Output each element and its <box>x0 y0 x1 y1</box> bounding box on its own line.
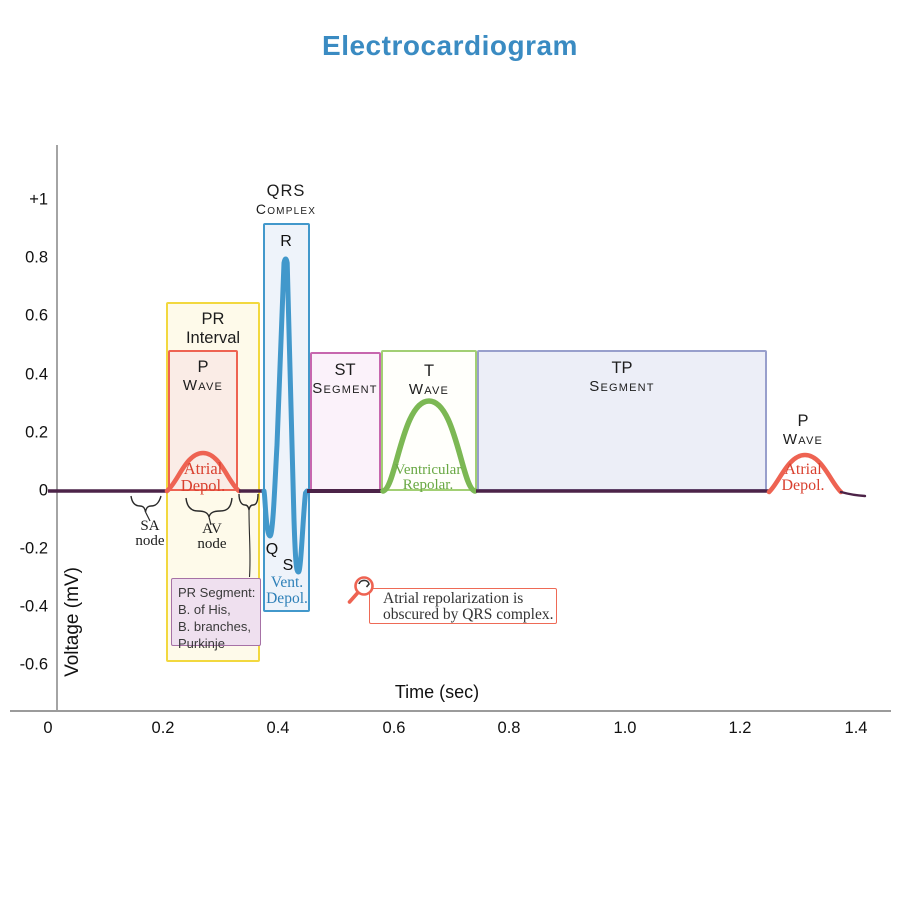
pr-segment-info-text: PR Segment: B. of His, B. branches, Purk… <box>178 585 256 651</box>
x-axis-label: Time (sec) <box>394 682 480 702</box>
p-wave-label: P Wave <box>182 358 224 395</box>
y-tick-neg0.2: -0.2 <box>19 539 48 558</box>
vent-depol-label: Vent. Depol. <box>266 574 308 607</box>
x-tick-0.2: 0.2 <box>151 719 175 737</box>
note-box <box>369 588 557 624</box>
pr-segment-info-box <box>171 578 261 646</box>
av-node-label: AV node <box>197 521 227 553</box>
q-point-label: Q <box>265 541 279 558</box>
y-tick-0.2: 0.2 <box>25 423 48 442</box>
x-tick-1.2: 1.2 <box>728 719 752 737</box>
ventricular-repolar-label: Ventricular Repolar. <box>394 462 462 494</box>
sa-node-brace <box>130 495 162 513</box>
t-wave-label: T Wave <box>408 362 450 399</box>
y-tick-0.8: 0.8 <box>25 248 48 267</box>
pr-interval-label: PR Interval <box>185 310 241 348</box>
x-tick-0.8: 0.8 <box>497 719 521 737</box>
p-wave-2-label: P Wave <box>782 412 824 449</box>
atrial-depol-2-label: Atrial Depol. <box>781 461 825 495</box>
st-segment-box <box>310 352 381 491</box>
y-tick-neg0.6: -0.6 <box>19 655 48 674</box>
y-tick-plus1: +1 <box>29 190 48 209</box>
x-tick-0.6: 0.6 <box>382 719 406 737</box>
tp-segment-box <box>477 350 767 491</box>
page-title: Electrocardiogram <box>322 30 578 61</box>
qrs-complex-label: QRS Complex <box>255 182 317 218</box>
y-axis-label: Voltage (mV) <box>62 567 83 677</box>
atrial-depol-label: Atrial Depol. <box>180 459 226 495</box>
s-point-label: S <box>282 557 294 574</box>
tp-segment-label: TP Segment <box>589 359 655 396</box>
x-tick-1.0: 1.0 <box>613 719 637 737</box>
y-tick-0.4: 0.4 <box>25 365 48 384</box>
y-tick-neg0.4: -0.4 <box>19 597 48 616</box>
y-tick-0.6: 0.6 <box>25 306 48 325</box>
y-tick-0: 0 <box>38 481 48 500</box>
note-text: Atrial repolarization is obscured by QRS… <box>383 590 554 623</box>
x-tick-0: 0 <box>43 719 53 737</box>
x-tick-1.4: 1.4 <box>844 719 868 737</box>
st-segment-label: ST Segment <box>312 361 378 398</box>
x-tick-0.4: 0.4 <box>266 719 290 737</box>
trace-tail <box>839 490 867 498</box>
sa-node-label: SA node <box>135 518 165 550</box>
r-point-label: R <box>280 233 292 250</box>
